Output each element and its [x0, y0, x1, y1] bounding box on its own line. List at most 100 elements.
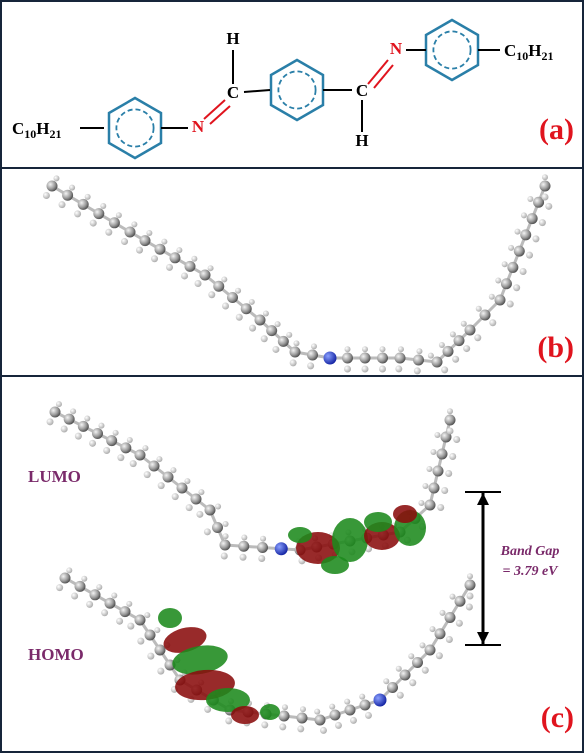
hydrogen [236, 314, 243, 321]
atom-h: H [355, 131, 368, 150]
hydrogen [513, 284, 520, 291]
hydrogen [430, 449, 436, 455]
hydrogen [142, 445, 148, 451]
bond [204, 100, 225, 119]
hydrogen [508, 245, 514, 251]
panel-label: (a) [539, 113, 574, 146]
alkyl-left: C10H21 [12, 119, 62, 141]
hydrogen [441, 366, 448, 373]
atom-ball [413, 355, 424, 366]
homo-label: HOMO [28, 645, 84, 664]
atom-ball [220, 540, 231, 551]
atom: C [504, 41, 516, 60]
hydrogen [359, 694, 365, 700]
orbital-lobe [231, 706, 259, 724]
hydrogen [249, 325, 256, 332]
hydrogen [260, 536, 266, 542]
hydrogen [453, 436, 460, 443]
hydrogen [223, 533, 229, 539]
hydrogen [127, 623, 134, 630]
arrow-head [477, 632, 489, 644]
atom-ball [412, 657, 423, 668]
atom-ball [480, 310, 491, 321]
hydrogen [261, 335, 268, 342]
hydrogen [158, 482, 165, 489]
hydrogen [147, 653, 154, 660]
hydrogen [222, 303, 229, 310]
atom-ball [465, 325, 476, 336]
hydrogen [474, 334, 481, 341]
atom-ball [400, 670, 411, 681]
atom-ball [78, 421, 89, 432]
hydrogen [520, 268, 527, 275]
atom-ball [297, 713, 308, 724]
hydrogen [450, 594, 456, 600]
subscript: 10 [516, 49, 528, 63]
hydrogen [439, 342, 445, 348]
atom-ball [435, 628, 446, 639]
hydrogen [96, 584, 102, 590]
atom-ball [47, 181, 58, 192]
hydrogen [90, 220, 97, 227]
hydrogen [275, 321, 281, 327]
hydrogen [467, 593, 474, 600]
orbital-lobe [332, 518, 368, 562]
hydrogen [515, 229, 521, 235]
hydrogen [507, 301, 514, 308]
hydrogen [461, 321, 467, 327]
hydrogen [56, 584, 63, 591]
atom-ball [315, 715, 326, 726]
hydrogen [69, 185, 75, 191]
atom-ball [90, 589, 101, 600]
atom-c: C [227, 83, 239, 102]
hydrogen [111, 593, 117, 599]
atom-ball [191, 494, 202, 505]
hydrogen [314, 709, 320, 715]
atom-ball [445, 612, 456, 623]
atom-ball [514, 246, 525, 257]
panel-label: (c) [541, 701, 574, 734]
hydrogen [144, 471, 151, 478]
hydrogen [47, 418, 54, 425]
hydrogen [105, 229, 112, 236]
hydrogen [416, 348, 422, 354]
band-gap-label: Band Gap [500, 544, 560, 559]
atom-ball [60, 573, 71, 584]
hydrogen [121, 238, 128, 245]
hydrogen [184, 478, 190, 484]
hydrogen [297, 725, 304, 732]
panel-border [1, 376, 583, 752]
bond [374, 65, 393, 88]
atom-ball [170, 252, 181, 263]
lumo-label: LUMO [28, 467, 81, 486]
hydrogen [286, 332, 292, 338]
alkyl-right: C10H21 [504, 41, 554, 63]
hydrogen [235, 288, 241, 294]
atom-ball [75, 581, 86, 592]
atom-ball [527, 213, 538, 224]
hydrogen [137, 638, 144, 645]
band-gap-value: = 3.79 eV [502, 564, 559, 579]
hydrogen [100, 203, 106, 209]
hydrogen [116, 618, 123, 625]
hydrogen [221, 552, 228, 559]
hydrogen [379, 366, 386, 373]
hydrogen [146, 230, 152, 236]
hydrogen [447, 408, 453, 414]
hydrogen [293, 340, 299, 346]
hydrogen [81, 576, 87, 582]
hydrogen [466, 604, 473, 611]
atom-ball [432, 357, 443, 368]
atom-ball [360, 353, 371, 364]
hydrogen [365, 712, 372, 719]
hydrogen [521, 212, 527, 218]
atom-ball [135, 615, 146, 626]
hydrogen [495, 277, 501, 283]
hydrogen [131, 221, 137, 227]
hydrogen [539, 219, 546, 226]
atom-ball [64, 414, 75, 425]
bond [244, 90, 270, 92]
atom-ball [145, 630, 156, 641]
subscript: 21 [50, 127, 62, 141]
hydrogen [452, 356, 459, 363]
